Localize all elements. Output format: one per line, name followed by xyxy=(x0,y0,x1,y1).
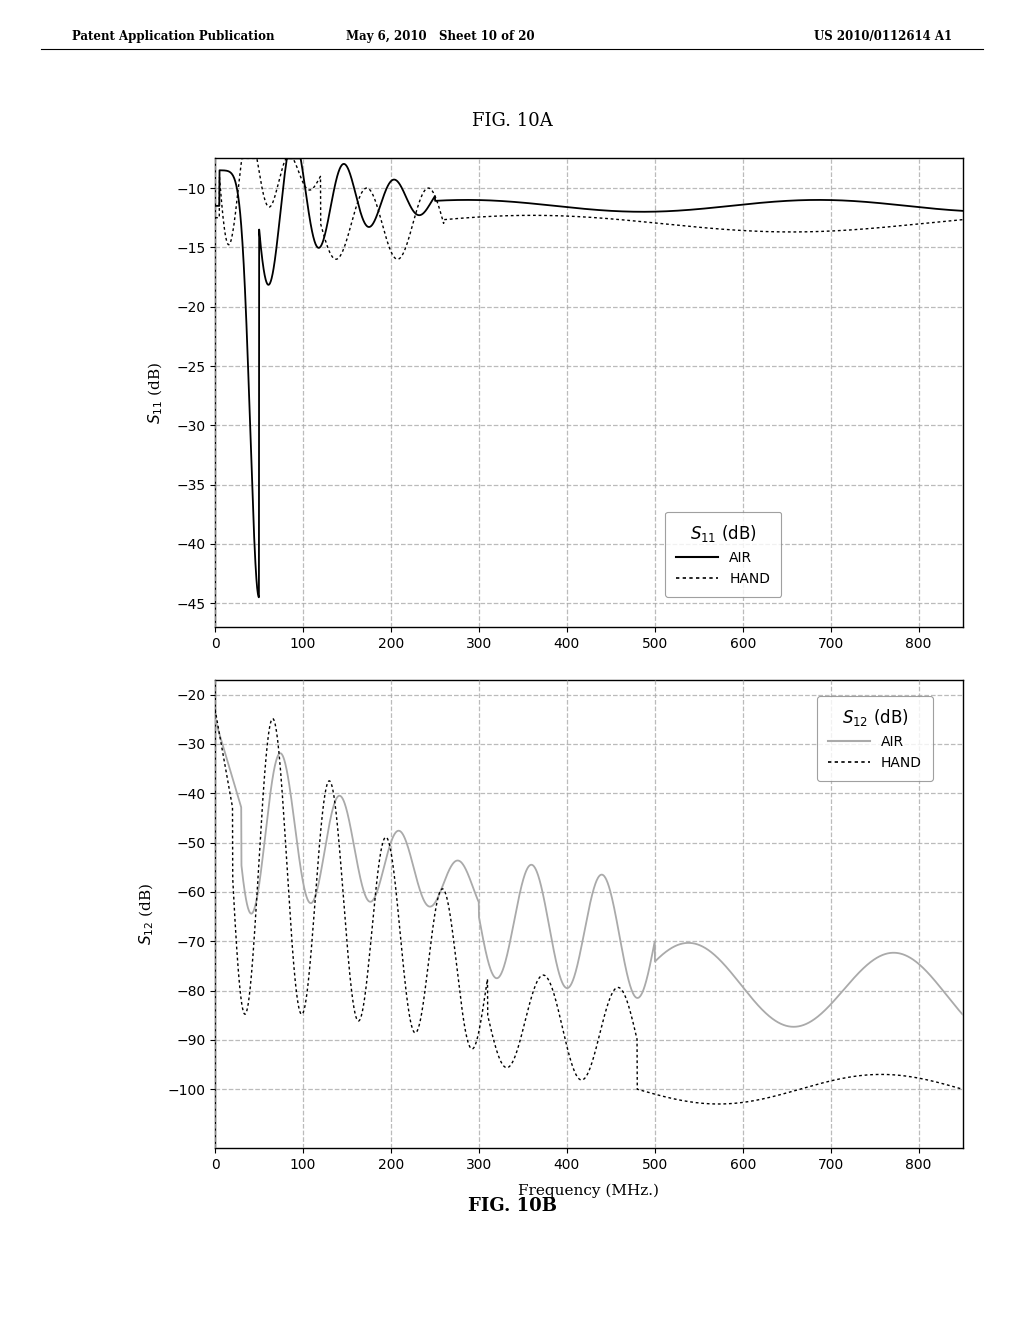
Text: US 2010/0112614 A1: US 2010/0112614 A1 xyxy=(814,30,952,44)
Y-axis label: $S_{11}$ (dB): $S_{11}$ (dB) xyxy=(146,362,165,424)
Text: FIG. 10A: FIG. 10A xyxy=(472,112,552,131)
X-axis label: Frequency (MHz.): Frequency (MHz.) xyxy=(518,1183,659,1197)
Legend: AIR, HAND: AIR, HAND xyxy=(666,512,781,597)
Text: May 6, 2010   Sheet 10 of 20: May 6, 2010 Sheet 10 of 20 xyxy=(346,30,535,44)
Y-axis label: $S_{12}$ (dB): $S_{12}$ (dB) xyxy=(138,883,157,945)
Legend: AIR, HAND: AIR, HAND xyxy=(817,696,933,781)
Text: Patent Application Publication: Patent Application Publication xyxy=(72,30,274,44)
Text: FIG. 10B: FIG. 10B xyxy=(468,1197,556,1216)
